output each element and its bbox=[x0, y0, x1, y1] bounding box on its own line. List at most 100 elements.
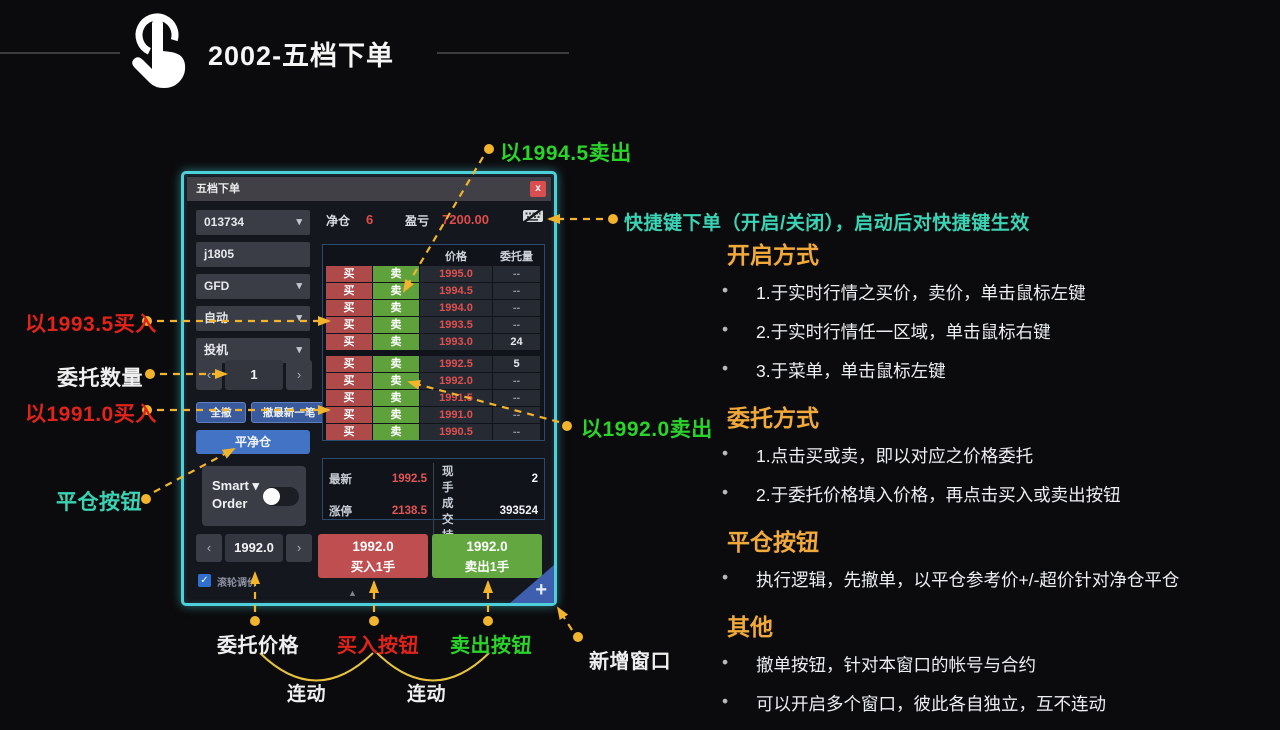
qty-decrease-button[interactable]: ‹ bbox=[196, 360, 222, 390]
price-cell: 1991.0 bbox=[420, 407, 492, 423]
contract-value: j1805 bbox=[204, 247, 235, 261]
close-icon[interactable]: x bbox=[530, 181, 546, 197]
validity-select[interactable]: GFD ▾ bbox=[196, 274, 310, 299]
price-cell: 1992.5 bbox=[420, 356, 492, 372]
buy-cell[interactable]: 买 bbox=[326, 266, 372, 282]
sell-cell[interactable]: 卖 bbox=[373, 390, 419, 406]
sell-cell[interactable]: 卖 bbox=[373, 283, 419, 299]
annotation-buy-btn: 买入按钮 bbox=[337, 635, 419, 657]
annotation-sell-btn: 卖出按钮 bbox=[450, 635, 532, 657]
section-title-close-button: 平仓按钮 bbox=[727, 529, 819, 555]
buy-cell[interactable]: 买 bbox=[326, 390, 372, 406]
smart-order-box: Smart ▾ Order bbox=[202, 466, 306, 526]
sell-cell[interactable]: 卖 bbox=[373, 317, 419, 333]
buy-button-label: 买入1手 bbox=[350, 560, 396, 574]
hotkey-keyboard-icon[interactable] bbox=[522, 207, 544, 224]
account-select[interactable]: 013734 ▾ bbox=[196, 210, 310, 235]
list-item: • 可以开启多个窗口，彼此各自独立，互不连动 bbox=[722, 691, 1106, 714]
wheel-price-checkbox[interactable]: ✓ bbox=[198, 574, 211, 587]
sell-cell[interactable]: 卖 bbox=[373, 373, 419, 389]
chevron-down-icon: ▾ bbox=[296, 216, 302, 228]
list-item: • 2.于委托价格填入价格，再点击买入或卖出按钮 bbox=[722, 482, 1121, 505]
annotation-new-window: 新增窗口 bbox=[589, 651, 671, 673]
bullet-icon: • bbox=[722, 443, 729, 463]
smart-order-label: Smart ▾ Order bbox=[212, 478, 260, 511]
chevron-down-icon: ▾ bbox=[296, 280, 302, 292]
price-ladder-table: 价格 委托量 买卖 1995.0 -- 买卖 1994.5 -- 买卖 1994.0 -- … bbox=[322, 244, 545, 441]
volume-cell: -- bbox=[493, 266, 540, 282]
current-lots-label: 现手 bbox=[433, 463, 463, 495]
buy-button[interactable]: 1992.0 买入1手 bbox=[318, 534, 428, 578]
close-net-position-button[interactable]: 平净仓 bbox=[196, 430, 310, 454]
toggle-knob bbox=[263, 488, 280, 505]
sell-cell[interactable]: 卖 bbox=[373, 356, 419, 372]
validity-value: GFD bbox=[204, 279, 230, 293]
net-position-label: 净仓 bbox=[326, 214, 351, 228]
new-window-corner-button[interactable] bbox=[510, 565, 554, 603]
sell-cell[interactable]: 卖 bbox=[373, 266, 419, 282]
table-row: 买卖 1991.5 -- bbox=[326, 390, 541, 406]
order-price-input[interactable]: 1992.0 bbox=[225, 534, 283, 562]
header-rule-left bbox=[0, 52, 120, 54]
price-cell: 1994.5 bbox=[420, 283, 492, 299]
hand-click-icon bbox=[118, 8, 196, 96]
buy-cell[interactable]: 买 bbox=[326, 373, 372, 389]
list-item: • 1.于实时行情之买价，卖价，单击鼠标左键 bbox=[722, 280, 1086, 303]
list-item: • 执行逻辑，先撤单，以平仓参考价+/-超价针对净仓平仓 bbox=[722, 567, 1180, 590]
list-item: • 2.于实时行情任一区域，单击鼠标右键 bbox=[722, 319, 1051, 342]
section-title-other: 其他 bbox=[727, 614, 773, 640]
annotation-qty: 委托数量 bbox=[57, 367, 143, 390]
contract-input[interactable]: j1805 bbox=[196, 242, 310, 267]
pnl-label: 盈亏 bbox=[405, 214, 430, 228]
quantity-stepper[interactable]: 1 bbox=[225, 360, 283, 390]
table-row: 买卖 1991.0 -- bbox=[326, 407, 541, 423]
table-row: 买卖 1995.0 -- bbox=[326, 266, 541, 282]
buy-cell[interactable]: 买 bbox=[326, 300, 372, 316]
sell-cell[interactable]: 卖 bbox=[373, 334, 419, 350]
window-titlebar[interactable]: 五档下单 x bbox=[187, 177, 551, 201]
volume-cell: -- bbox=[493, 283, 540, 299]
annotation-linked-1: 连动 bbox=[287, 684, 327, 705]
price-cell: 1993.5 bbox=[420, 317, 492, 333]
sell-button[interactable]: 1992.0 卖出1手 bbox=[432, 534, 542, 578]
cancel-last-button[interactable]: 撤最新一笔 bbox=[251, 402, 327, 423]
collapse-arrow-icon[interactable]: ▲ bbox=[348, 588, 357, 598]
bullet-icon: • bbox=[722, 482, 729, 502]
buy-cell[interactable]: 买 bbox=[326, 317, 372, 333]
table-row: 买卖 1993.0 24 bbox=[326, 334, 541, 350]
sell-cell[interactable]: 卖 bbox=[373, 424, 419, 440]
hedge-flag-value: 投机 bbox=[204, 343, 229, 357]
instructions-panel: 开启方式 • 1.于实时行情之买价，卖价，单击鼠标左键 • 2.于实时行情任一区域，… bbox=[700, 236, 1270, 730]
pnl-value: 7200.00 bbox=[442, 212, 489, 227]
cancel-all-button[interactable]: 全撤 bbox=[196, 402, 246, 423]
price-mode-select[interactable]: 自动 ▾ bbox=[196, 306, 310, 331]
annotation-close-pos: 平仓按钮 bbox=[56, 491, 142, 514]
list-item: • 3.于菜单，单击鼠标左键 bbox=[722, 358, 946, 381]
price-cell: 1994.0 bbox=[420, 300, 492, 316]
buy-cell[interactable]: 买 bbox=[326, 334, 372, 350]
buy-button-price: 1992.0 bbox=[352, 539, 394, 554]
price-decrease-button[interactable]: ‹ bbox=[196, 534, 222, 562]
volume-cell: -- bbox=[493, 424, 540, 440]
qty-increase-button[interactable]: › bbox=[286, 360, 312, 390]
net-position-value: 6 bbox=[366, 212, 374, 227]
buy-cell[interactable]: 买 bbox=[326, 356, 372, 372]
smart-order-toggle[interactable] bbox=[263, 487, 299, 506]
stats-row: 涨停 2138.5 成交 393524 bbox=[329, 495, 538, 527]
price-increase-button[interactable]: › bbox=[286, 534, 312, 562]
sell-cell[interactable]: 卖 bbox=[373, 300, 419, 316]
buy-cell[interactable]: 买 bbox=[326, 424, 372, 440]
five-level-order-window: 五档下单 x 013734 ▾ j1805 GFD ▾ 自动 ▾ 投机 ▾ ‹ … bbox=[181, 171, 557, 606]
price-cell: 1992.0 bbox=[420, 373, 492, 389]
price-cell: 1991.5 bbox=[420, 390, 492, 406]
volume-cell: -- bbox=[493, 300, 540, 316]
bullet-icon: • bbox=[722, 319, 729, 339]
sell-cell[interactable]: 卖 bbox=[373, 407, 419, 423]
annotation-sell-1994-5: 以1994.5卖出 bbox=[500, 142, 632, 165]
hedge-flag-select[interactable]: 投机 ▾ bbox=[196, 338, 310, 363]
last-price-value: 1992.5 bbox=[391, 473, 427, 485]
sell-button-price: 1992.0 bbox=[466, 539, 508, 554]
buy-cell[interactable]: 买 bbox=[326, 407, 372, 423]
buy-cell[interactable]: 买 bbox=[326, 283, 372, 299]
volume-label: 成交 bbox=[433, 495, 463, 527]
